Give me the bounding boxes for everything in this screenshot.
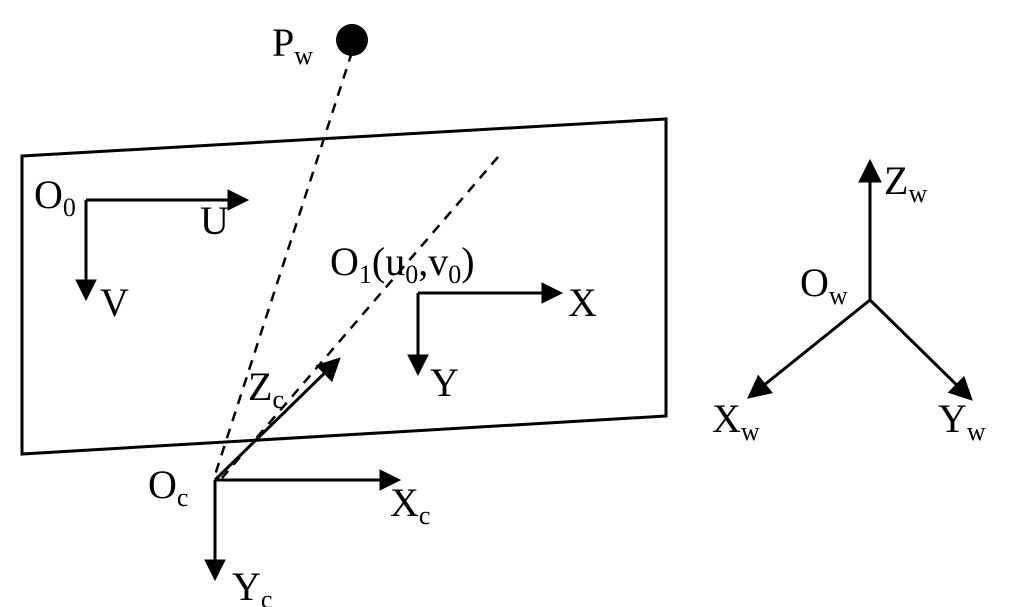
label-Oc: Oc [148, 462, 188, 512]
axis-ow-Xw-head [748, 376, 772, 398]
axis-oc-Yc-head [205, 560, 225, 580]
label-Y: Y [430, 360, 459, 405]
label-X: X [568, 280, 597, 325]
label-Pw: Pw [272, 20, 313, 70]
label-Yw: Yw [938, 396, 986, 446]
axis-o0-U-head [228, 190, 248, 210]
label-Xc: Xc [390, 480, 430, 530]
axis-o1-Y-head [408, 355, 428, 375]
label-U: U [200, 198, 229, 243]
axis-ow-Zw-head [859, 160, 881, 182]
axis-ow-Xw-shaft [765, 300, 870, 384]
axis-o1-X-head [542, 283, 562, 303]
label-O0: O0 [34, 172, 76, 222]
diagram-canvas: Pw O0 U V O1(u0,v0) X Y Zc Oc Xc Yc Zw Ow Xw Yw [0, 0, 1012, 607]
labels: Pw O0 U V O1(u0,v0) X Y Zc Oc Xc Yc Zw Ow Xw Yw [34, 20, 986, 607]
axis-o0-V-head [76, 280, 96, 300]
axis-ow-Yw-shaft [870, 300, 956, 385]
point-pw [336, 24, 368, 56]
label-Zw: Zw [884, 158, 927, 208]
label-Ow: Ow [800, 260, 848, 310]
label-Yc: Yc [232, 564, 272, 607]
label-Zc: Zc [248, 364, 284, 414]
label-V: V [100, 280, 129, 325]
label-Xw: Xw [712, 396, 760, 446]
label-O1: O1(u0,v0) [330, 239, 475, 289]
